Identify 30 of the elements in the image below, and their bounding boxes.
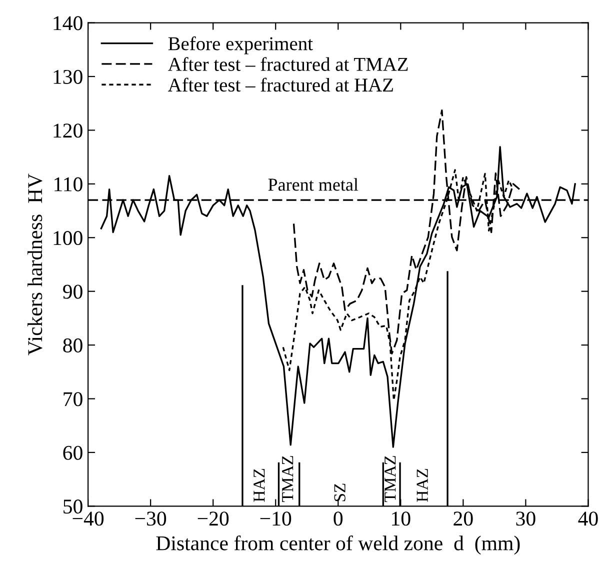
legend-label: After test – fractured at HAZ (168, 78, 393, 92)
y-tick-label: 60 (63, 446, 82, 460)
x-tick-label: −40 (72, 512, 104, 526)
annotation: TMAZ (384, 456, 396, 502)
annotation: HAZ (254, 468, 265, 502)
x-tick-label: 30 (516, 512, 536, 526)
x-tick-label: 40 (578, 512, 598, 526)
y-tick-label: 110 (54, 177, 82, 192)
y-tick-label: 120 (54, 124, 82, 138)
y-tick-label: 140 (54, 16, 82, 30)
legend-label: After test – fractured at TMAZ (168, 57, 408, 71)
y-tick-label: 80 (63, 338, 82, 352)
x-tick-label: −10 (260, 512, 292, 526)
x-axis-title: Distance from center of weld zone d (mm) (156, 535, 520, 555)
x-tick-label: 20 (454, 512, 473, 526)
y-tick-label: 130 (54, 70, 82, 84)
x-tick-label: −20 (198, 512, 229, 526)
y-axis-title: Vickers hardness HV (27, 174, 42, 356)
x-tick-label: −30 (135, 512, 166, 526)
y-tick-label: 100 (54, 231, 82, 246)
ref-line-label: Parent metal (268, 178, 358, 191)
y-tick-label: 70 (64, 392, 82, 406)
annotation: TMAZ (282, 456, 294, 502)
x-tick-label: 0 (334, 512, 343, 526)
y-tick-label: 90 (63, 284, 82, 299)
x-tick-label: 10 (392, 512, 410, 526)
annotation: HAZ (416, 468, 428, 502)
legend-label: Before experiment (168, 36, 313, 54)
annotation: SZ (334, 484, 346, 502)
y-tick-label: 50 (64, 500, 82, 514)
